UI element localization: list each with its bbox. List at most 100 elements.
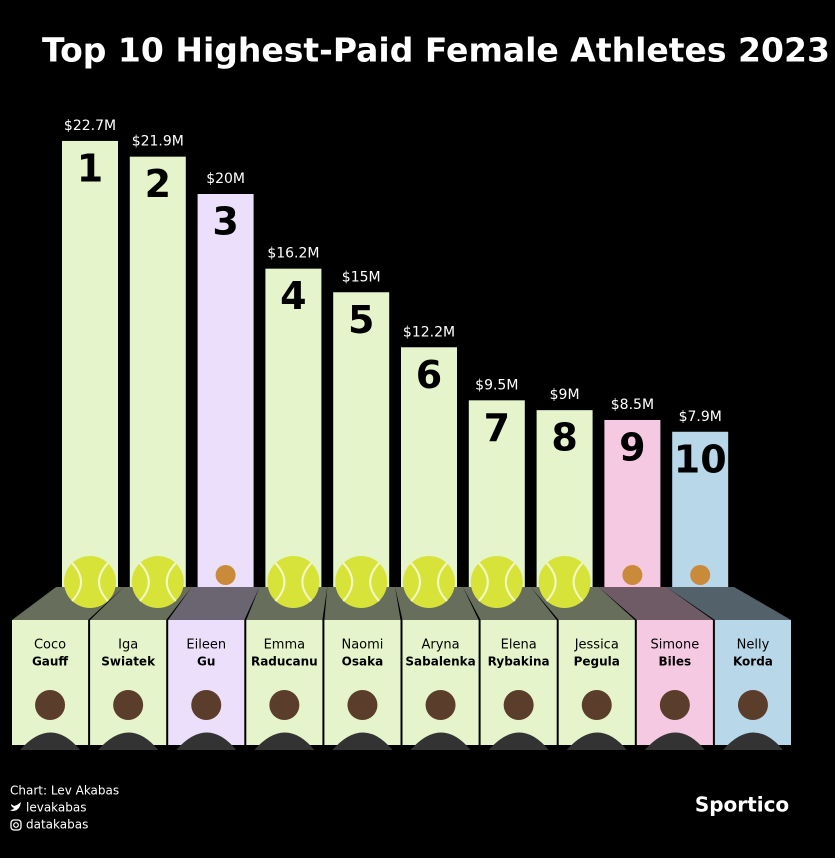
rank-number: 4	[280, 274, 306, 318]
value-label: $9M	[550, 387, 580, 403]
last-name: Pegula	[574, 655, 620, 669]
portrait-body	[488, 732, 549, 750]
bar	[401, 347, 457, 587]
name-panel	[324, 620, 401, 745]
first-name: Eileen	[186, 638, 226, 653]
floor	[598, 587, 713, 620]
bar	[265, 268, 322, 587]
portrait-head	[737, 690, 768, 720]
name-panel	[480, 620, 557, 745]
first-name: Elena	[501, 638, 537, 653]
first-name: Jessica	[574, 638, 619, 653]
rank-number: 8	[551, 416, 577, 460]
portrait-head	[35, 690, 66, 720]
portrait-body	[410, 732, 471, 750]
name-panel	[558, 620, 635, 745]
value-label: $20M	[206, 171, 245, 187]
last-name: Korda	[733, 655, 773, 669]
portrait-body	[20, 732, 81, 750]
rank-number: 3	[212, 200, 238, 244]
last-name: Rybakina	[488, 655, 550, 669]
name-panel	[714, 620, 791, 745]
value-label: $12.2M	[403, 324, 455, 340]
portrait-body	[254, 732, 315, 750]
last-name: Raducanu	[251, 655, 318, 669]
last-name: Biles	[659, 655, 692, 669]
instagram-icon	[10, 819, 22, 831]
tennis-ball-seam	[139, 562, 177, 602]
instagram-icon-lens	[13, 822, 19, 828]
name-panel	[246, 620, 323, 745]
bar	[129, 156, 186, 588]
twitter-icon	[10, 802, 21, 811]
value-label: $7.9M	[679, 409, 722, 425]
portrait-body	[98, 732, 159, 750]
rank-number: 10	[674, 437, 727, 481]
first-name: Naomi	[341, 638, 383, 653]
name-panel	[12, 620, 89, 745]
tennis-ball-seam	[410, 562, 448, 602]
sport-icon	[215, 565, 236, 585]
first-name: Aryna	[421, 638, 459, 653]
rank-number: 5	[348, 298, 374, 342]
first-name: Emma	[264, 638, 306, 653]
value-label: $21.9M	[132, 134, 184, 150]
value-label: $8.5M	[611, 397, 654, 413]
chart-title: Top 10 Highest-Paid Female Athletes 2023	[42, 31, 830, 70]
portrait-head	[659, 690, 690, 720]
name-panel	[636, 620, 713, 745]
bar	[333, 292, 390, 587]
first-name: Iga	[118, 638, 138, 653]
last-name: Sabalenka	[405, 655, 475, 669]
bar	[197, 194, 254, 587]
first-name: Simone	[650, 638, 699, 653]
brand: Sportico	[695, 793, 789, 817]
floor	[168, 587, 260, 620]
last-name: Gauff	[32, 655, 68, 669]
twitter-handle: levakabas	[26, 801, 87, 815]
portrait-head	[191, 690, 222, 720]
sport-icon	[690, 565, 711, 585]
portrait-body	[644, 732, 705, 750]
rank-number: 2	[145, 162, 171, 206]
portrait-head	[503, 690, 534, 720]
portrait-body	[722, 732, 783, 750]
value-label: $9.5M	[475, 377, 518, 393]
portrait-body	[332, 732, 393, 750]
footer: Chart: Lev Akabas levakabas datakabas Sp…	[10, 784, 789, 832]
portrait-body	[176, 732, 237, 750]
tennis-ball-seam	[274, 562, 313, 602]
bar	[468, 400, 525, 587]
rank-number: 7	[484, 406, 510, 450]
instagram-handle: datakabas	[26, 818, 88, 832]
rank-number: 9	[619, 425, 645, 469]
rank-number: 1	[77, 146, 103, 190]
last-name: Osaka	[342, 655, 384, 669]
name-panel	[168, 620, 245, 745]
first-name: Coco	[34, 638, 66, 653]
name-panel	[402, 620, 479, 745]
last-name: Gu	[197, 655, 215, 669]
bar	[604, 419, 661, 587]
rank-number: 6	[416, 353, 442, 397]
value-label: $15M	[342, 269, 381, 285]
tennis-ball-seam	[478, 562, 516, 602]
sport-icon	[622, 565, 643, 585]
portrait-body	[566, 732, 627, 750]
credit: Chart: Lev Akabas	[10, 784, 119, 798]
first-name: Nelly	[737, 638, 770, 653]
value-label: $22.7M	[64, 118, 116, 134]
portrait-head	[113, 690, 144, 720]
portrait-head	[581, 690, 612, 720]
last-name: Swiatek	[101, 655, 156, 669]
tennis-ball-seam	[71, 562, 109, 602]
tennis-ball-seam	[545, 562, 584, 602]
portrait-head	[347, 690, 378, 720]
bar	[672, 431, 729, 587]
tennis-ball-seam	[342, 562, 380, 602]
portrait-head	[269, 690, 300, 720]
name-panel	[90, 620, 167, 745]
value-label: $16.2M	[267, 246, 319, 262]
